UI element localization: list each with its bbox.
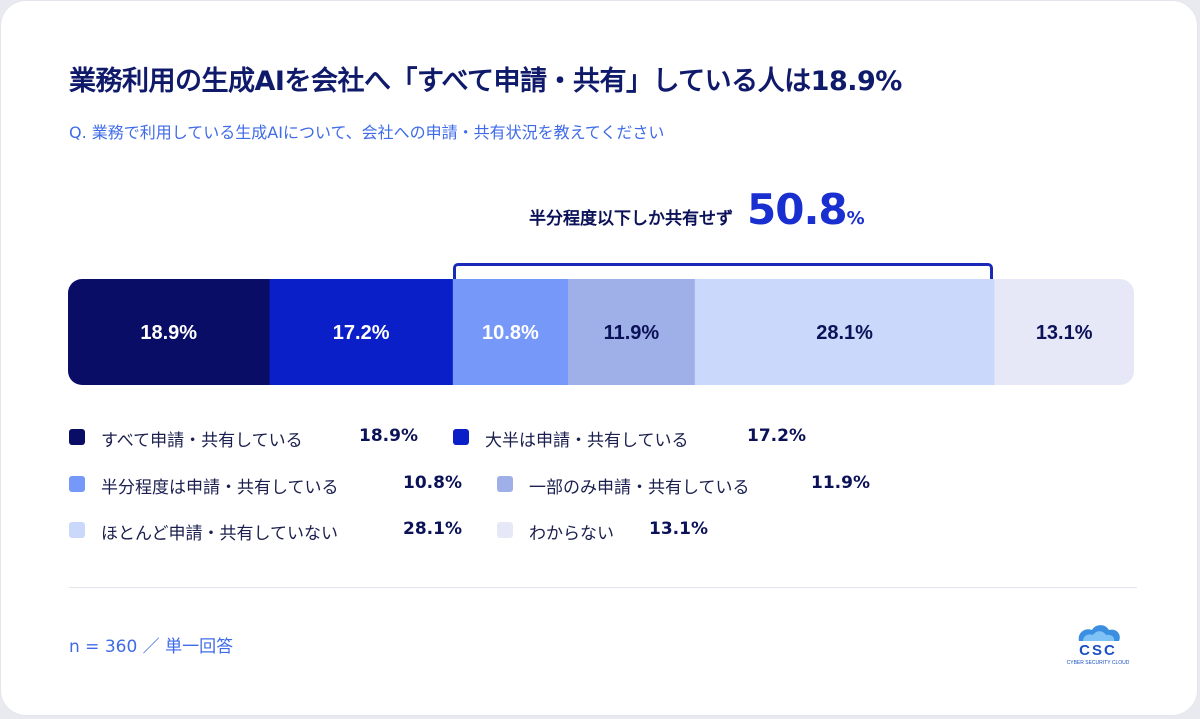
bar-segment [269,279,454,385]
bar-segment [567,279,696,385]
bar-segment [994,279,1134,385]
bar-segment [452,279,569,385]
legend-value: 17.2% [747,426,806,446]
legend-swatch [69,522,85,538]
csc-logo: CSC CYBER SECURITY CLOUD [1067,625,1130,666]
chart-subtitle: Q. 業務で利用している生成AIについて、会社への申請・共有状況を教えてください [69,123,665,142]
logo-tagline: CYBER SECURITY CLOUD [1067,660,1130,666]
callout-unit: % [846,208,865,229]
bar-value-label: 11.9% [604,322,660,344]
legend-swatch [69,476,85,492]
callout: 半分程度以下しか共有せず 50.8% [529,185,865,234]
legend-swatch [497,476,513,492]
legend-value: 13.1% [649,519,708,539]
bar-segment [68,279,270,385]
chart-title: 業務利用の生成AIを会社へ「すべて申請・共有」している人は18.9% [69,66,902,97]
divider [69,587,1137,588]
callout-label: 半分程度以下しか共有せず [529,209,733,229]
legend-label: 一部のみ申請・共有している [529,478,750,498]
sample-size-note: n = 360 ／ 単一回答 [69,637,234,657]
bar-value-label: 28.1% [816,322,873,344]
bar-value-label: 17.2% [333,322,390,344]
legend-swatch [69,429,85,445]
bar-segment [694,279,995,385]
callout-value: 50.8 [747,185,848,234]
legend-swatch [453,429,469,445]
callout-bracket [453,263,993,279]
legend-label: 大半は申請・共有している [485,431,689,451]
legend-label: すべて申請・共有している [101,431,303,451]
bar-value-label: 13.1% [1036,322,1093,344]
logo-wordmark: CSC [1079,642,1117,659]
legend-label: わからない [529,524,614,544]
legend-value: 10.8% [403,473,462,493]
legend-label: 半分程度は申請・共有している [101,478,339,498]
bar-value-label: 10.8% [482,322,539,344]
legend-swatch [497,522,513,538]
legend-value: 18.9% [359,426,418,446]
legend-value: 11.9% [811,473,870,493]
legend-value: 28.1% [403,519,462,539]
legend-label: ほとんど申請・共有していない [101,524,338,544]
bar-value-label: 18.9% [140,322,197,344]
